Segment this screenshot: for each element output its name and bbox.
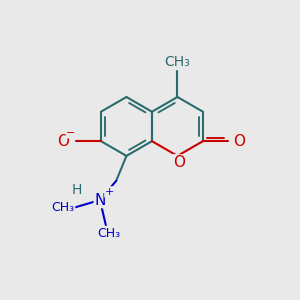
Text: N: N <box>94 193 106 208</box>
Text: H: H <box>71 183 82 197</box>
Text: CH₃: CH₃ <box>97 227 120 240</box>
Text: CH₃: CH₃ <box>165 55 190 69</box>
Text: CH₃: CH₃ <box>52 201 75 214</box>
Text: +: + <box>105 187 114 197</box>
Text: −: − <box>66 128 76 138</box>
Text: O: O <box>233 134 245 149</box>
Text: O: O <box>57 134 69 149</box>
Text: O: O <box>173 155 185 170</box>
